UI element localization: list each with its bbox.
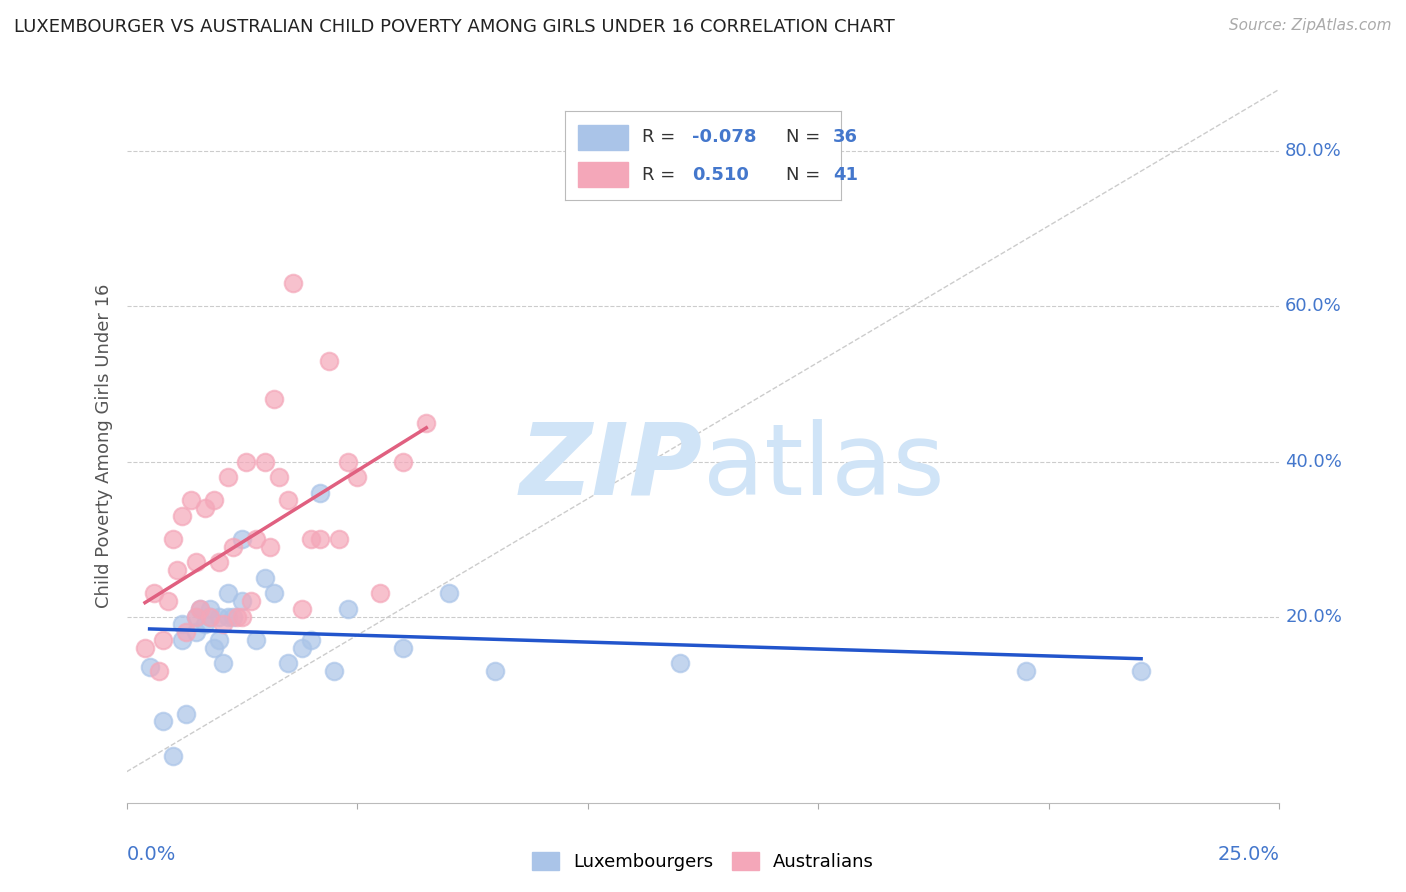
Point xyxy=(184,609,207,624)
Text: 80.0%: 80.0% xyxy=(1285,142,1341,161)
Point xyxy=(184,625,207,640)
Point xyxy=(170,617,193,632)
Point xyxy=(277,493,299,508)
Legend: Luxembourgers, Australians: Luxembourgers, Australians xyxy=(524,845,882,879)
Point xyxy=(184,609,207,624)
Point xyxy=(346,470,368,484)
Point xyxy=(328,532,350,546)
Point xyxy=(184,555,207,569)
Text: ZIP: ZIP xyxy=(520,419,703,516)
Point xyxy=(202,493,225,508)
Point xyxy=(309,532,332,546)
Point xyxy=(253,454,276,468)
Point xyxy=(143,586,166,600)
Text: 0.0%: 0.0% xyxy=(127,846,176,864)
Point xyxy=(231,609,253,624)
Point xyxy=(267,470,290,484)
Point xyxy=(170,632,193,647)
Text: 40.0%: 40.0% xyxy=(1285,452,1343,470)
Point xyxy=(198,609,221,624)
Point xyxy=(212,617,235,632)
Point xyxy=(217,470,239,484)
Point xyxy=(291,640,314,655)
Point xyxy=(240,594,263,608)
Point xyxy=(392,640,415,655)
Point xyxy=(176,625,198,640)
Point xyxy=(336,454,359,468)
Point xyxy=(299,632,322,647)
Point xyxy=(180,493,202,508)
Point xyxy=(198,602,221,616)
Point xyxy=(226,609,249,624)
Point xyxy=(188,602,211,616)
Point xyxy=(309,485,332,500)
Point xyxy=(231,594,253,608)
Point xyxy=(217,586,239,600)
Point xyxy=(1015,664,1038,678)
Point xyxy=(299,532,322,546)
Text: N =: N = xyxy=(786,128,825,146)
Point xyxy=(368,586,391,600)
Point xyxy=(217,609,239,624)
Point xyxy=(194,617,217,632)
Point xyxy=(484,664,506,678)
Point xyxy=(148,664,170,678)
Point xyxy=(245,632,267,647)
Point xyxy=(318,353,340,368)
Point xyxy=(208,555,231,569)
Point xyxy=(263,392,285,407)
Text: 25.0%: 25.0% xyxy=(1218,846,1279,864)
Text: R =: R = xyxy=(643,166,681,184)
Point xyxy=(221,609,243,624)
Text: Source: ZipAtlas.com: Source: ZipAtlas.com xyxy=(1229,18,1392,33)
Point xyxy=(253,571,276,585)
Point xyxy=(281,276,304,290)
Text: 0.510: 0.510 xyxy=(692,166,749,184)
Point xyxy=(392,454,415,468)
Point xyxy=(336,602,359,616)
Point xyxy=(166,563,188,577)
Text: atlas: atlas xyxy=(703,419,945,516)
Point xyxy=(1130,664,1153,678)
Point xyxy=(221,540,243,554)
Text: 60.0%: 60.0% xyxy=(1285,297,1341,316)
Point xyxy=(235,454,257,468)
Point xyxy=(194,501,217,516)
Point xyxy=(231,532,253,546)
Text: N =: N = xyxy=(786,166,825,184)
Point xyxy=(162,532,184,546)
Point xyxy=(291,602,314,616)
Point xyxy=(176,706,198,721)
Point xyxy=(162,749,184,764)
Text: 41: 41 xyxy=(832,166,858,184)
Point xyxy=(323,664,346,678)
Text: 20.0%: 20.0% xyxy=(1285,607,1343,625)
Point xyxy=(198,609,221,624)
Point xyxy=(188,602,211,616)
Bar xyxy=(578,125,628,150)
Point xyxy=(245,532,267,546)
Text: R =: R = xyxy=(643,128,681,146)
Bar xyxy=(578,162,628,187)
Point xyxy=(152,714,174,729)
Point xyxy=(439,586,461,600)
Point xyxy=(259,540,281,554)
Point xyxy=(415,416,437,430)
Text: 36: 36 xyxy=(832,128,858,146)
Point xyxy=(212,656,235,670)
Point xyxy=(208,609,231,624)
Point xyxy=(263,586,285,600)
Point xyxy=(138,660,160,674)
Point xyxy=(157,594,180,608)
Text: -0.078: -0.078 xyxy=(692,128,756,146)
Point xyxy=(669,656,692,670)
Point xyxy=(134,640,156,655)
Point xyxy=(208,632,231,647)
Point xyxy=(277,656,299,670)
Point xyxy=(152,632,174,647)
Point xyxy=(202,640,225,655)
Point xyxy=(170,508,193,523)
Text: LUXEMBOURGER VS AUSTRALIAN CHILD POVERTY AMONG GIRLS UNDER 16 CORRELATION CHART: LUXEMBOURGER VS AUSTRALIAN CHILD POVERTY… xyxy=(14,18,894,36)
Y-axis label: Child Poverty Among Girls Under 16: Child Poverty Among Girls Under 16 xyxy=(94,284,112,608)
